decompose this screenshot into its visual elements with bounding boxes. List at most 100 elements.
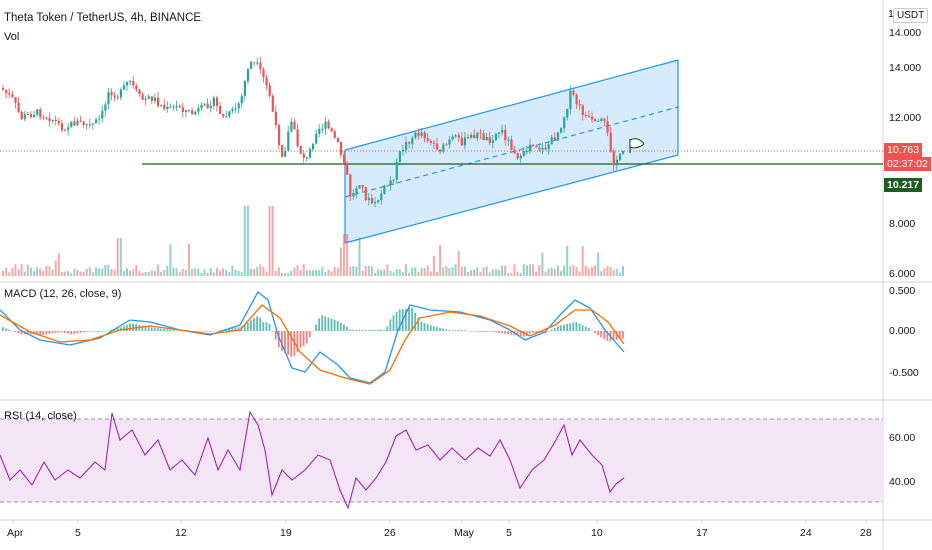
- macd-hist-bar: [482, 331, 485, 333]
- candle-countdown: 02:37:02: [884, 157, 931, 171]
- candle-body: [622, 151, 625, 154]
- volume-bar: [442, 267, 445, 276]
- macd-hist-bar: [305, 331, 308, 344]
- candle-body: [448, 139, 451, 145]
- volume-bar: [581, 245, 584, 276]
- macd-hist-bar: [420, 321, 423, 331]
- macd-hist-bar: [126, 324, 128, 331]
- volume-bar: [460, 266, 463, 276]
- macd-hist-bar: [498, 331, 500, 333]
- macd-hist-bar: [355, 329, 358, 331]
- candle-body: [538, 147, 541, 150]
- candle-body: [516, 153, 519, 159]
- candle-body: [107, 92, 110, 105]
- time-axis-label: 12: [175, 527, 187, 539]
- candle-body: [160, 104, 163, 106]
- candle-body: [612, 151, 615, 166]
- candle-body: [401, 149, 405, 152]
- candle-body: [445, 144, 448, 146]
- macd-hist-bar: [479, 331, 482, 333]
- candle-body: [188, 110, 191, 112]
- macd-hist-bar: [429, 325, 432, 331]
- macd-hist-bar: [432, 326, 435, 331]
- candle-body: [57, 121, 60, 124]
- macd-hist-bar: [132, 323, 134, 331]
- volume-bar: [175, 268, 178, 276]
- macd-hist-bar: [287, 331, 289, 355]
- candle-body: [200, 104, 203, 109]
- volume-bar: [166, 265, 169, 276]
- candle-body: [603, 118, 606, 122]
- macd-hist-bar: [569, 323, 572, 331]
- volume-bar: [39, 268, 42, 276]
- macd-hist-bar: [442, 328, 444, 331]
- volume-bar: [594, 265, 597, 276]
- volume-bar: [448, 268, 451, 276]
- volume-bar: [525, 265, 528, 276]
- macd-hist-bar: [436, 327, 438, 331]
- candle-body: [408, 142, 411, 144]
- candle-body: [184, 110, 188, 112]
- macd-hist-bar: [572, 322, 575, 331]
- macd-hist-bar: [606, 331, 609, 341]
- candle-body: [414, 132, 417, 138]
- candle-body: [587, 115, 591, 117]
- volume-bar: [259, 264, 262, 276]
- candle-body: [237, 103, 240, 109]
- candle-body: [417, 132, 420, 136]
- candle-body: [20, 111, 23, 120]
- candle-body: [172, 106, 175, 108]
- candle-body: [277, 124, 281, 146]
- volume-bar: [79, 271, 82, 276]
- macd-hist-bar: [36, 331, 38, 335]
- volume-bar: [470, 270, 473, 276]
- candle-body: [206, 103, 209, 109]
- volume-bar: [494, 269, 497, 276]
- volume-bar: [510, 272, 513, 276]
- macd-hist-bar: [33, 331, 35, 335]
- macd-hist-bar: [414, 312, 417, 331]
- volume-bar: [138, 270, 141, 276]
- candle-body: [547, 144, 550, 150]
- candle-body: [259, 62, 262, 70]
- volume-bar: [70, 272, 73, 276]
- candle-body: [178, 105, 181, 108]
- volume-bar: [287, 272, 290, 276]
- volume-bar: [547, 268, 550, 276]
- candle-body: [98, 118, 101, 120]
- macd-hist-bar: [395, 311, 398, 331]
- volume-bar: [507, 272, 510, 276]
- volume-bar: [135, 264, 138, 276]
- volume-bar: [243, 206, 246, 276]
- macd-hist-bar: [166, 329, 169, 331]
- macd-axis-label: 0.500: [889, 285, 916, 297]
- volume-bar: [76, 269, 79, 276]
- volume-bar: [414, 267, 417, 276]
- volume-bar: [203, 269, 206, 276]
- macd-hist-bar: [178, 330, 181, 332]
- candle-body: [284, 150, 287, 157]
- volume-bar: [560, 271, 562, 276]
- macd-hist-bar: [522, 331, 525, 337]
- candle-body: [349, 174, 352, 197]
- macd-hist-bar: [445, 329, 448, 331]
- volume-bar: [606, 266, 609, 276]
- flag-icon[interactable]: [629, 138, 645, 153]
- macd-hist-bar: [243, 324, 246, 331]
- candle-body: [491, 140, 494, 144]
- macd-hist-bar: [339, 322, 342, 331]
- candle-body: [364, 187, 367, 201]
- macd-hist-bar: [566, 323, 568, 331]
- price-axis-label: 8.000: [889, 218, 916, 230]
- volume-bar: [556, 265, 559, 276]
- candle-body: [147, 96, 150, 99]
- candle-body: [525, 151, 529, 153]
- volume-bar: [343, 234, 345, 276]
- macd-hist-bar: [584, 326, 587, 331]
- candle-body: [352, 193, 355, 197]
- macd-hist-bar: [318, 318, 320, 331]
- candle-body: [271, 95, 274, 112]
- currency-button[interactable]: USDT: [893, 8, 929, 23]
- macd-hist-bar: [296, 331, 299, 353]
